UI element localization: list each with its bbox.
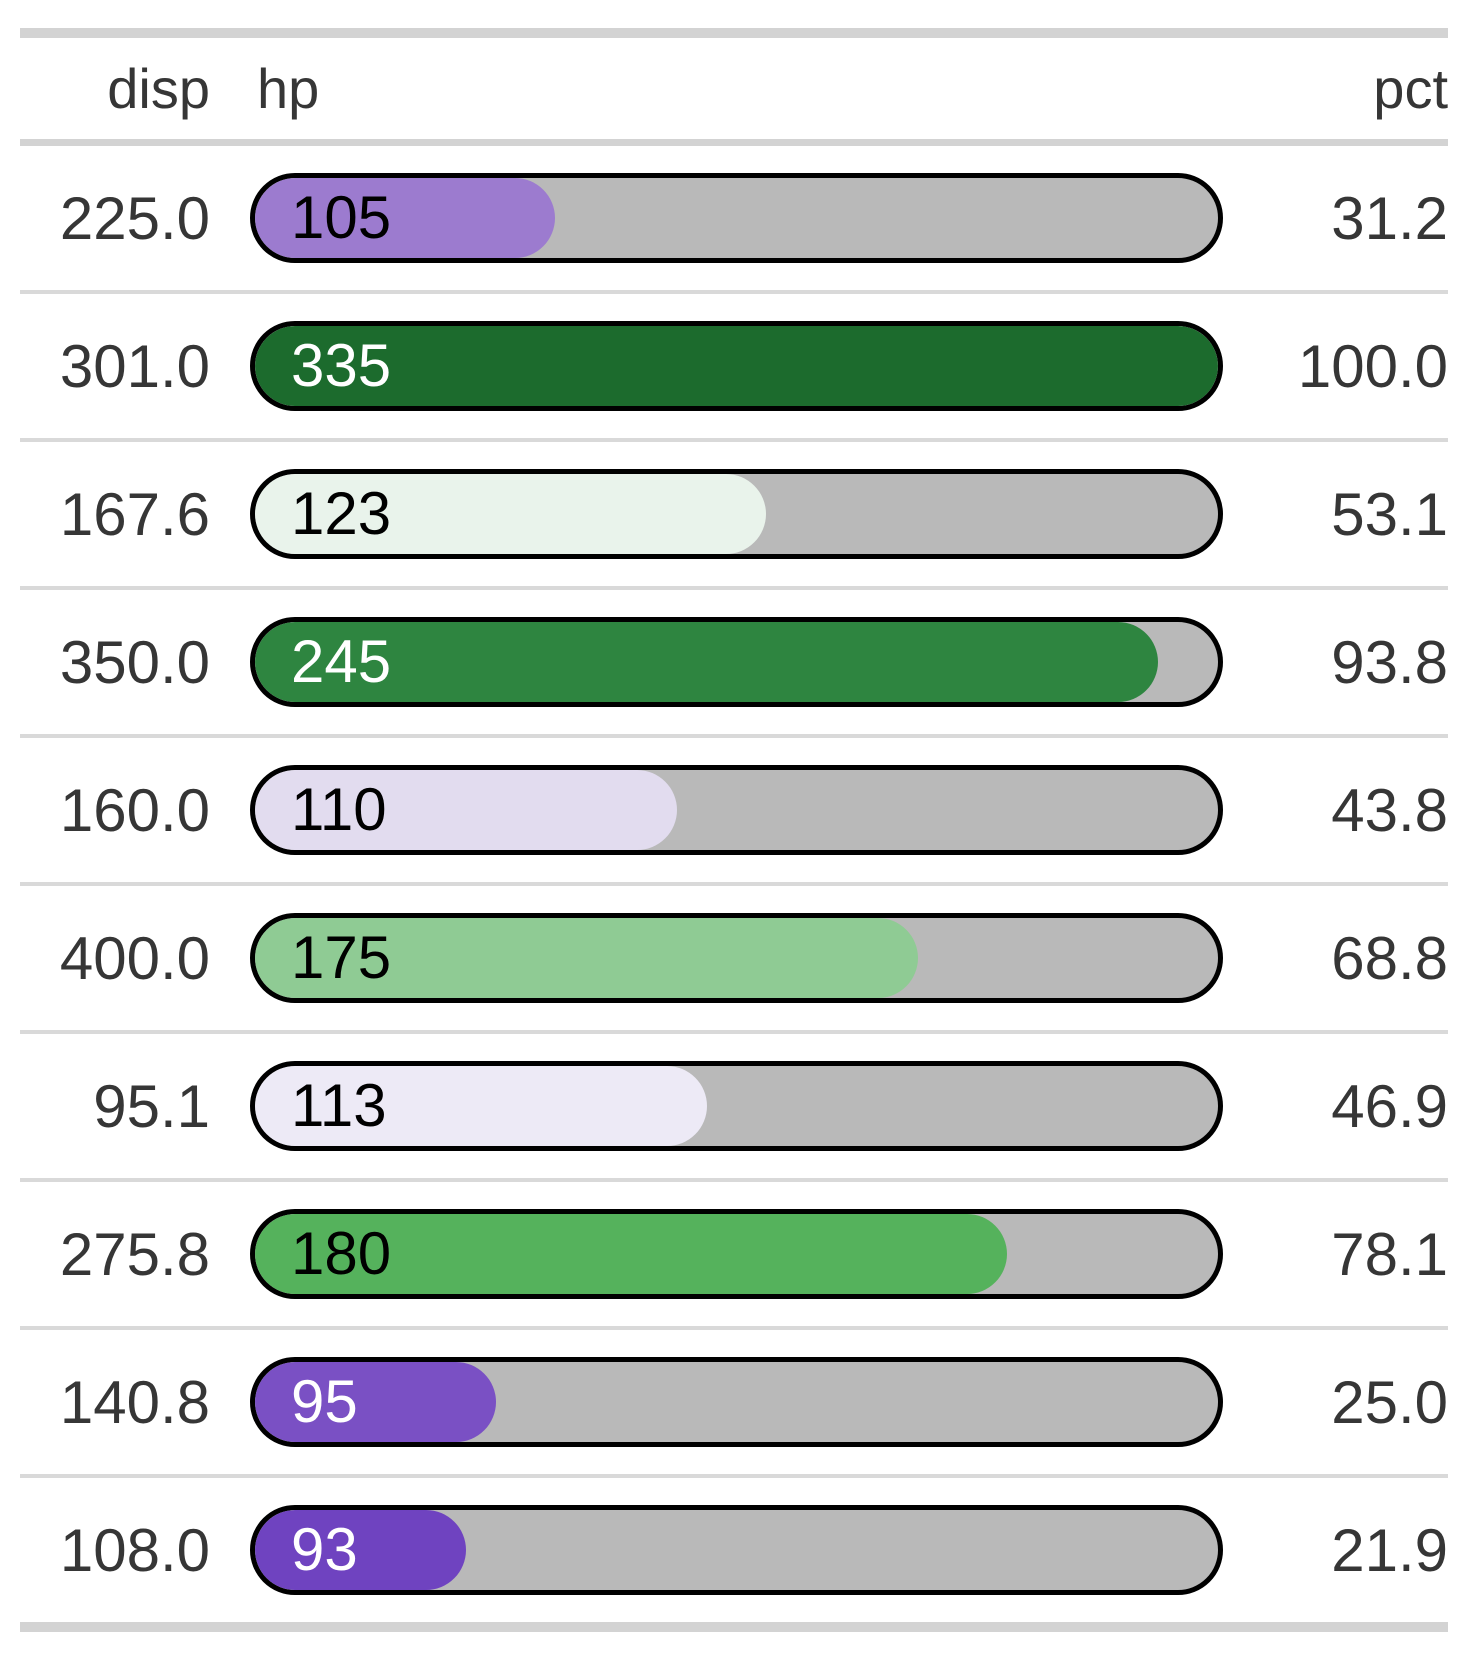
bar-label: 105 <box>291 184 392 251</box>
table-row: 350.0 245 93.8 <box>20 586 1448 734</box>
disp-value: 301.0 <box>59 332 210 400</box>
bar-track: 113 <box>250 1061 1223 1151</box>
pct-value: 25.0 <box>1331 1368 1448 1436</box>
table-top-rule <box>20 28 1448 38</box>
bar-label: 245 <box>291 628 392 695</box>
bar-track: 95 <box>250 1357 1223 1447</box>
hp-bar-cell: 335 <box>210 321 1223 411</box>
table-row: 160.0 110 43.8 <box>20 734 1448 882</box>
disp-value: 160.0 <box>59 776 210 844</box>
table: disp hp pct 225.0 105 31.2 301.0 335 100… <box>20 28 1448 1632</box>
table-row: 108.0 93 21.9 <box>20 1474 1448 1622</box>
pct-value: 46.9 <box>1331 1072 1448 1140</box>
hp-bar-cell: 113 <box>210 1061 1223 1151</box>
table-row: 400.0 175 68.8 <box>20 882 1448 1030</box>
hp-bar-cell: 105 <box>210 173 1223 263</box>
hp-bar-cell: 93 <box>210 1505 1223 1595</box>
pct-value: 21.9 <box>1331 1516 1448 1584</box>
bar-track: 105 <box>250 173 1223 263</box>
pct-value: 93.8 <box>1331 628 1448 696</box>
pct-value: 31.2 <box>1331 184 1448 252</box>
bar-track: 335 <box>250 321 1223 411</box>
table-header-row: disp hp pct <box>20 38 1448 139</box>
bar-label: 110 <box>291 776 387 843</box>
disp-value: 108.0 <box>59 1516 210 1584</box>
table-row: 95.1 113 46.9 <box>20 1030 1448 1178</box>
bar-track: 245 <box>250 617 1223 707</box>
bar-label: 180 <box>291 1220 392 1287</box>
disp-value: 350.0 <box>59 628 210 696</box>
bar-fill <box>255 1362 496 1442</box>
pct-value: 68.8 <box>1331 924 1448 992</box>
bar-fill <box>255 1214 1008 1294</box>
pct-value: 53.1 <box>1331 480 1448 548</box>
bar-fill <box>255 326 1218 406</box>
bar-label: 335 <box>291 332 392 399</box>
pct-value: 43.8 <box>1331 776 1448 844</box>
disp-value: 400.0 <box>59 924 210 992</box>
bar-track: 123 <box>250 469 1223 559</box>
col-header-hp: hp <box>257 57 320 120</box>
bar-fill <box>255 474 767 554</box>
header-bottom-rule <box>20 139 1448 146</box>
hp-bar-cell: 245 <box>210 617 1223 707</box>
table-bottom-rule <box>20 1622 1448 1632</box>
bar-fill <box>255 622 1159 702</box>
hp-bar-cell: 123 <box>210 469 1223 559</box>
bar-fill <box>255 1066 707 1146</box>
hp-bar-cell: 110 <box>210 765 1223 855</box>
table-row: 301.0 335 100.0 <box>20 290 1448 438</box>
pct-value: 78.1 <box>1331 1220 1448 1288</box>
disp-value: 140.8 <box>59 1368 210 1436</box>
col-header-disp: disp <box>107 57 210 120</box>
hp-bar-cell: 95 <box>210 1357 1223 1447</box>
bar-label: 95 <box>291 1368 358 1435</box>
pct-value: 100.0 <box>1297 332 1448 400</box>
bar-label: 175 <box>291 924 392 991</box>
hp-bar-cell: 180 <box>210 1209 1223 1299</box>
table-row: 225.0 105 31.2 <box>20 146 1448 290</box>
table-body: 225.0 105 31.2 301.0 335 100.0 167.6 123… <box>20 146 1448 1622</box>
bar-track: 110 <box>250 765 1223 855</box>
table-row: 140.8 95 25.0 <box>20 1326 1448 1474</box>
col-header-pct: pct <box>1373 57 1448 120</box>
bar-track: 180 <box>250 1209 1223 1299</box>
disp-value: 95.1 <box>93 1072 210 1140</box>
hp-bar-cell: 175 <box>210 913 1223 1003</box>
disp-value: 167.6 <box>59 480 210 548</box>
table-row: 167.6 123 53.1 <box>20 438 1448 586</box>
bar-label: 113 <box>291 1072 387 1139</box>
bar-track: 93 <box>250 1505 1223 1595</box>
bar-fill <box>255 1510 466 1590</box>
table-row: 275.8 180 78.1 <box>20 1178 1448 1326</box>
bar-label: 123 <box>291 480 392 547</box>
disp-value: 225.0 <box>59 184 210 252</box>
bar-label: 93 <box>291 1516 358 1583</box>
bar-track: 175 <box>250 913 1223 1003</box>
disp-value: 275.8 <box>59 1220 210 1288</box>
bar-fill <box>255 770 677 850</box>
bar-fill <box>255 918 918 998</box>
bar-fill <box>255 178 556 258</box>
